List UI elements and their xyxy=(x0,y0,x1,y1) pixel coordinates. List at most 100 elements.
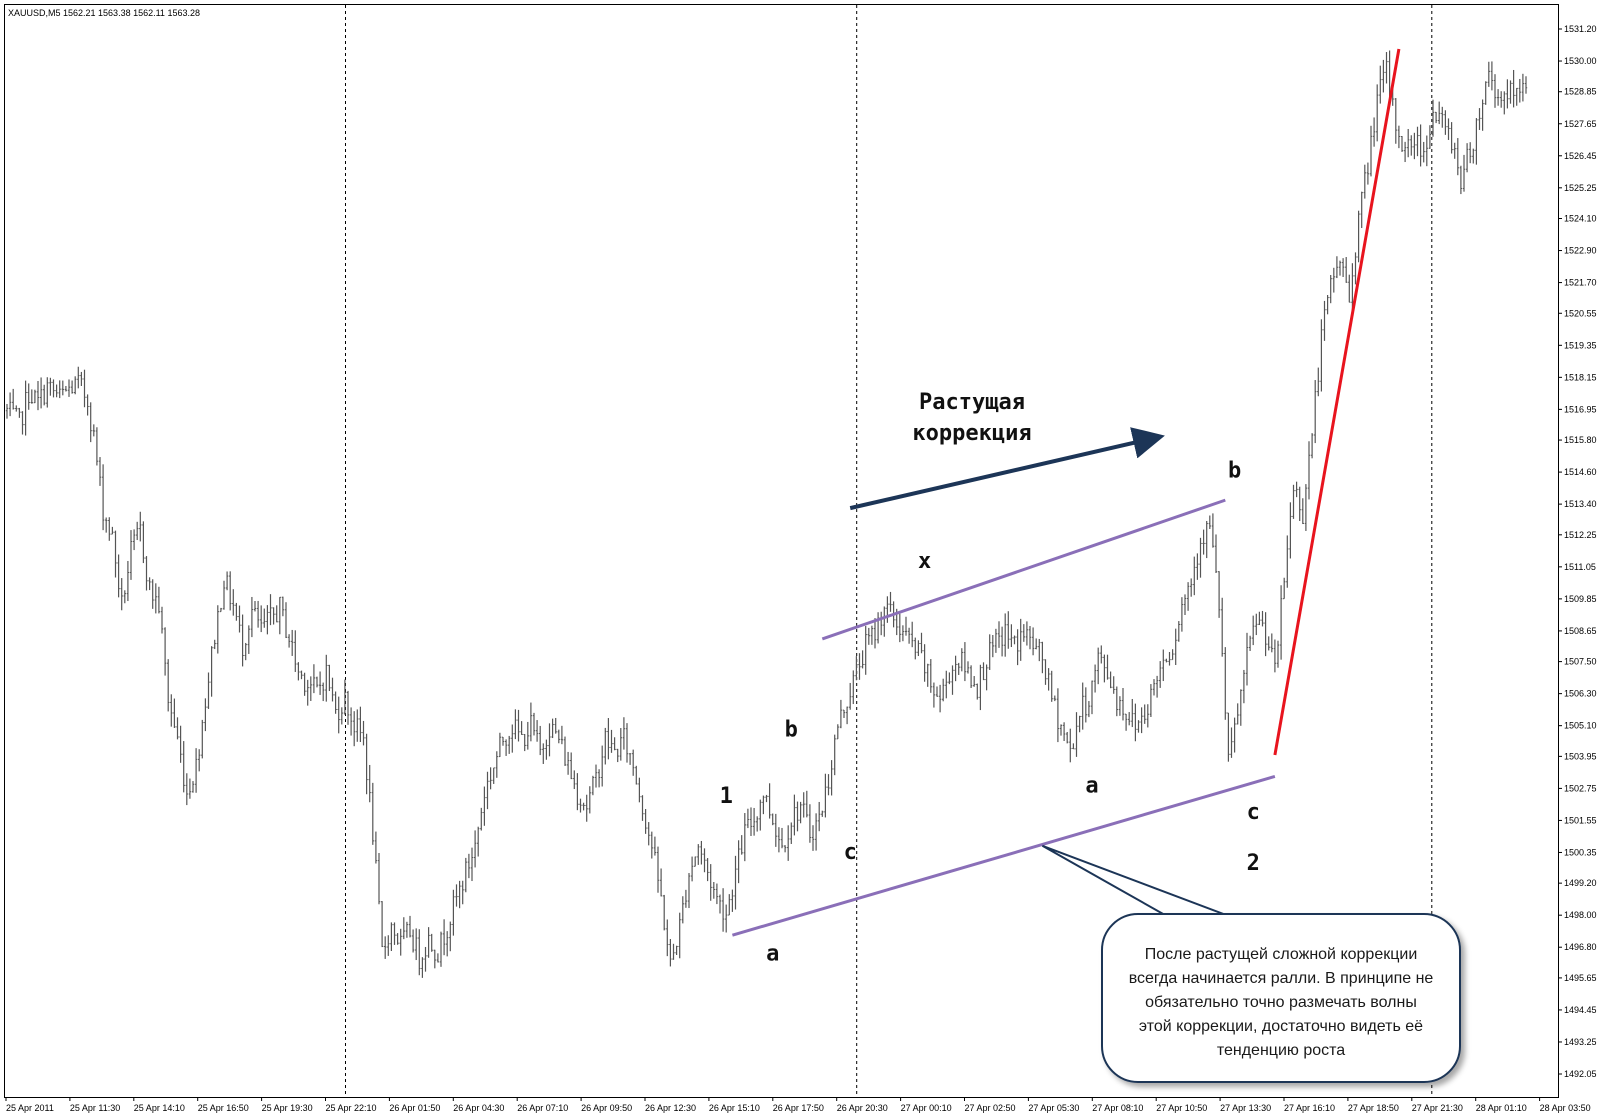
price-bar xyxy=(387,935,390,956)
price-bar xyxy=(1459,165,1463,195)
price-bar xyxy=(142,521,145,564)
price-bar xyxy=(746,808,750,829)
price-bar xyxy=(1314,380,1317,444)
price-bar xyxy=(349,707,353,736)
price-bar xyxy=(1518,78,1521,103)
price-tick-label: 1519.35 xyxy=(1564,340,1597,350)
price-bar xyxy=(12,388,15,410)
price-bar xyxy=(1047,668,1050,691)
time-tick-label: 27 Apr 00:10 xyxy=(901,1103,952,1113)
price-tick-label: 1509.85 xyxy=(1564,594,1597,604)
price-bar xyxy=(309,676,312,701)
price-bar xyxy=(920,632,923,654)
price-bar xyxy=(1190,578,1193,597)
price-bar xyxy=(182,741,185,793)
wave-label: 2 xyxy=(1247,851,1260,876)
price-bar xyxy=(114,530,117,578)
trend-lines xyxy=(731,48,1401,937)
price-bar xyxy=(334,691,337,714)
price-bar xyxy=(30,389,33,404)
price-bar xyxy=(548,723,551,757)
price-bar xyxy=(198,749,201,772)
price-bar xyxy=(216,605,219,654)
price-bar xyxy=(873,618,877,649)
time-tick-label: 26 Apr 12:30 xyxy=(645,1103,696,1113)
price-bar xyxy=(1100,645,1103,664)
price-bar xyxy=(898,613,901,643)
price-bar xyxy=(238,605,241,633)
price-bar xyxy=(771,813,774,826)
price-bar xyxy=(1400,136,1404,152)
price-bar xyxy=(278,596,281,635)
price-bar xyxy=(842,709,846,718)
price-bar xyxy=(1159,661,1162,688)
price-bar xyxy=(635,765,638,785)
price-bar xyxy=(148,577,151,591)
time-tick-label: 25 Apr 22:10 xyxy=(326,1103,377,1113)
price-bar xyxy=(1056,688,1060,743)
price-bar xyxy=(477,826,480,857)
price-bar xyxy=(331,677,334,702)
price-bar xyxy=(656,846,660,893)
price-bar xyxy=(1320,319,1323,392)
price-bar xyxy=(1487,61,1490,87)
price-bar xyxy=(585,794,588,822)
price-bar xyxy=(759,799,762,831)
price-bar xyxy=(756,816,759,832)
price-bar xyxy=(1407,128,1410,158)
price-bar xyxy=(1512,69,1515,108)
price-bar xyxy=(207,672,210,709)
price-bar xyxy=(1419,124,1422,167)
price-bar xyxy=(1329,275,1332,304)
price-bar xyxy=(346,690,350,725)
price-bar xyxy=(638,777,641,803)
price-bar xyxy=(858,653,861,680)
price-bar xyxy=(1025,621,1029,646)
price-bar xyxy=(1286,535,1289,588)
price-bar xyxy=(244,642,247,661)
price-bar xyxy=(371,782,374,845)
price-bar xyxy=(399,928,402,956)
price-bar xyxy=(526,721,529,750)
price-bar xyxy=(666,919,669,957)
price-bar xyxy=(1112,676,1115,694)
price-bar xyxy=(480,807,483,831)
price-bar xyxy=(1217,571,1221,618)
price-bar xyxy=(1341,258,1345,278)
price-bar xyxy=(492,767,495,784)
price-bar xyxy=(1028,625,1032,650)
price-bar xyxy=(1444,110,1447,135)
price-bar xyxy=(33,389,37,404)
price-bar xyxy=(731,889,734,912)
price-bar xyxy=(625,723,629,763)
callout-line-3: обязательно точно размечать волны xyxy=(1145,994,1417,1011)
price-bar xyxy=(765,794,768,803)
price-bar xyxy=(1255,613,1258,636)
price-bar xyxy=(303,672,306,696)
time-tick-label: 26 Apr 20:30 xyxy=(837,1103,888,1113)
price-bar xyxy=(222,580,226,610)
price-bar xyxy=(27,383,30,410)
price-bar xyxy=(1416,126,1419,157)
price-bar xyxy=(294,630,297,672)
price-bar xyxy=(154,583,157,614)
price-bar xyxy=(1441,106,1444,128)
price-tick-label: 1499.20 xyxy=(1564,878,1597,888)
price-bar xyxy=(1224,647,1227,720)
price-bar xyxy=(1059,724,1063,736)
price-tick-label: 1518.15 xyxy=(1564,372,1597,382)
price-bar xyxy=(89,402,92,443)
price-bar xyxy=(390,922,393,952)
price-bar xyxy=(1053,695,1056,702)
price-bar xyxy=(129,530,133,580)
price-bar xyxy=(473,830,477,868)
price-bar xyxy=(721,888,725,932)
price-bar xyxy=(157,586,161,614)
price-bar xyxy=(799,801,802,824)
price-bar xyxy=(325,654,328,702)
price-bar xyxy=(1140,707,1143,734)
price-bar xyxy=(1450,122,1453,154)
price-bar xyxy=(1335,256,1339,279)
price-bar xyxy=(365,733,368,795)
